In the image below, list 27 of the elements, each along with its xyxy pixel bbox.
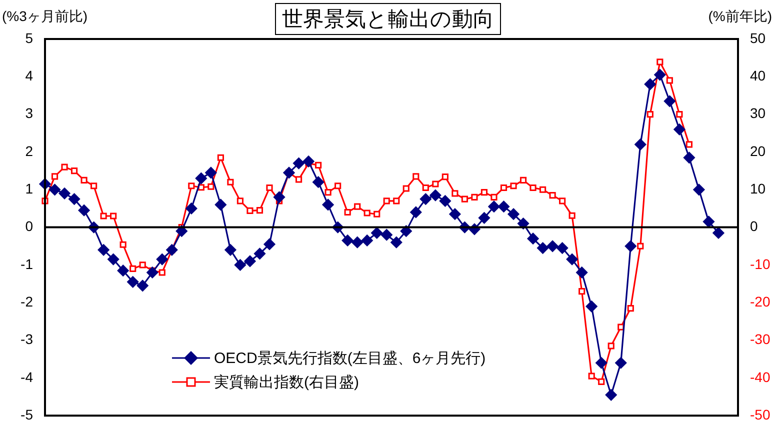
y-tick-label: 4 (25, 68, 34, 84)
y-tick-label: -2 (20, 293, 34, 310)
y2-tick-label: -20 (750, 293, 770, 310)
y2-tick-label: -10 (750, 256, 770, 272)
y2-tick-label: 0 (750, 218, 758, 234)
y2-tick-label: 40 (750, 68, 766, 84)
y-tick-label: 2 (25, 142, 34, 159)
legend-label: OECD景気先行指数(左目盛、6ヶ月先行) (214, 348, 486, 368)
y2-axis-title: (%前年比) (708, 8, 772, 26)
y-tick-label: 0 (25, 218, 34, 234)
y2-tick-label: -50 (750, 406, 770, 422)
y2-tick-label: 30 (750, 105, 766, 122)
y2-tick-label: 50 (750, 30, 766, 46)
y-tick-label: 3 (25, 105, 34, 122)
y-tick-label: 1 (25, 180, 34, 196)
y2-tick-label: -40 (750, 368, 770, 385)
y-tick-label: -3 (20, 331, 34, 348)
legend-label: 実質輸出指数(右目盛) (214, 372, 359, 392)
y-tick-label: -5 (20, 406, 34, 422)
y-axis-title: (%3ヶ月前比) (2, 8, 88, 26)
y2-tick-label: 20 (750, 142, 766, 159)
y-tick-label: 5 (25, 30, 34, 46)
y-tick-label: -1 (20, 256, 34, 272)
y2-tick-label: 10 (750, 180, 766, 196)
y2-tick-label: -30 (750, 331, 770, 348)
chart-title: 世界景気と輸出の動向 (275, 3, 501, 35)
y-tick-label: -4 (20, 368, 34, 385)
